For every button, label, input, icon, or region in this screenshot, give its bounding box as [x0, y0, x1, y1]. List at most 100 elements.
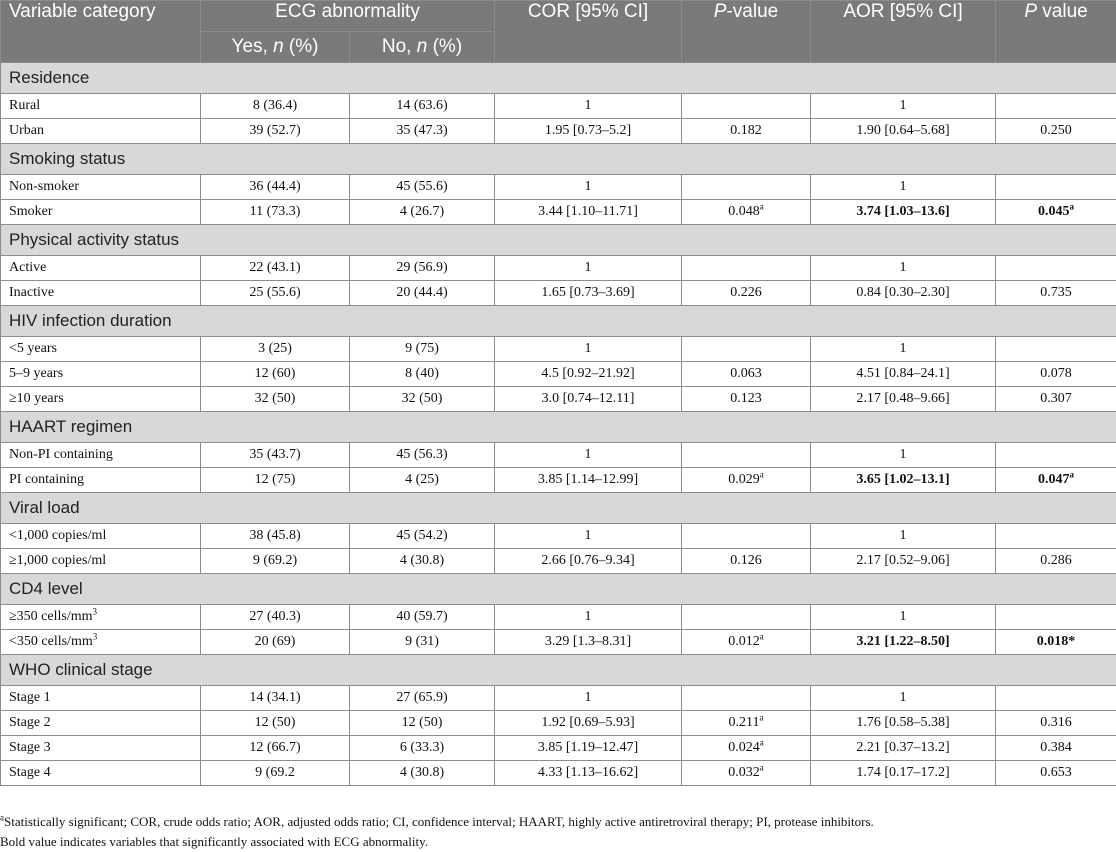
cell-label: Stage 3 — [1, 736, 201, 761]
cell-p-value-adjusted: 0.045a — [996, 200, 1116, 225]
cell-no: 35 (47.3) — [350, 119, 495, 144]
section-title: Viral load — [1, 493, 1116, 524]
cell-cor: 1 — [495, 605, 682, 630]
cell-aor: 1.74 [0.17–17.2] — [811, 761, 996, 786]
cell-no: 20 (44.4) — [350, 281, 495, 306]
cell-yes: 25 (55.6) — [201, 281, 350, 306]
cell-aor: 1 — [811, 686, 996, 711]
cell-no: 9 (75) — [350, 337, 495, 362]
header-no: No, n (%) — [350, 32, 495, 63]
cell-cor: 1 — [495, 443, 682, 468]
section-title: Smoking status — [1, 144, 1116, 175]
cell-p-value-adjusted — [996, 337, 1116, 362]
header-variable-category: Variable category — [1, 1, 201, 63]
cell-aor: 2.21 [0.37–13.2] — [811, 736, 996, 761]
cell-no: 9 (31) — [350, 630, 495, 655]
cell-p-value-adjusted — [996, 524, 1116, 549]
section-header: Viral load — [1, 493, 1116, 524]
cell-p-value-adjusted — [996, 175, 1116, 200]
cell-p-value — [682, 175, 811, 200]
section-title: Residence — [1, 63, 1116, 94]
cell-yes: 12 (50) — [201, 711, 350, 736]
cell-label: Stage 4 — [1, 761, 201, 786]
cell-cor: 1 — [495, 686, 682, 711]
cell-p-value: 0.126 — [682, 549, 811, 574]
cell-aor: 3.21 [1.22–8.50] — [811, 630, 996, 655]
header-p-value-adjusted: P value — [996, 1, 1116, 63]
section-title: CD4 level — [1, 574, 1116, 605]
cell-label: Inactive — [1, 281, 201, 306]
cell-label: ≥1,000 copies/ml — [1, 549, 201, 574]
cell-yes: 8 (36.4) — [201, 94, 350, 119]
footnote-abbreviations: aStatistically significant; COR, crude o… — [0, 812, 1116, 832]
cell-aor: 1.76 [0.58–5.38] — [811, 711, 996, 736]
cell-no: 45 (54.2) — [350, 524, 495, 549]
cell-no: 27 (65.9) — [350, 686, 495, 711]
cell-yes: 38 (45.8) — [201, 524, 350, 549]
cell-yes: 9 (69.2 — [201, 761, 350, 786]
cell-yes: 9 (69.2) — [201, 549, 350, 574]
cell-no: 40 (59.7) — [350, 605, 495, 630]
cell-yes: 12 (60) — [201, 362, 350, 387]
cell-no: 45 (56.3) — [350, 443, 495, 468]
cell-label: Rural — [1, 94, 201, 119]
cell-cor: 2.66 [0.76–9.34] — [495, 549, 682, 574]
cell-p-value-adjusted — [996, 605, 1116, 630]
cell-label: Non-smoker — [1, 175, 201, 200]
cell-p-value-adjusted: 0.250 — [996, 119, 1116, 144]
section-header: Smoking status — [1, 144, 1116, 175]
cell-no: 4 (25) — [350, 468, 495, 493]
cell-label: Non-PI containing — [1, 443, 201, 468]
cell-aor: 1 — [811, 443, 996, 468]
cell-cor: 1 — [495, 337, 682, 362]
footnote-bold: Bold value indicates variables that sign… — [0, 832, 1116, 852]
cell-yes: 35 (43.7) — [201, 443, 350, 468]
cell-label: Urban — [1, 119, 201, 144]
cell-p-value-adjusted: 0.316 — [996, 711, 1116, 736]
section-title: HAART regimen — [1, 412, 1116, 443]
cell-cor: 3.0 [0.74–12.11] — [495, 387, 682, 412]
cell-cor: 3.85 [1.14–12.99] — [495, 468, 682, 493]
cell-p-value — [682, 94, 811, 119]
cell-cor: 4.5 [0.92–21.92] — [495, 362, 682, 387]
cell-yes: 12 (66.7) — [201, 736, 350, 761]
cell-yes: 3 (25) — [201, 337, 350, 362]
cell-label: Stage 1 — [1, 686, 201, 711]
header-p-value: P-value — [682, 1, 811, 63]
section-header: HIV infection duration — [1, 306, 1116, 337]
cell-no: 45 (55.6) — [350, 175, 495, 200]
cell-aor: 1.90 [0.64–5.68] — [811, 119, 996, 144]
cell-label: ≥10 years — [1, 387, 201, 412]
cell-p-value-adjusted — [996, 443, 1116, 468]
cell-label: <5 years — [1, 337, 201, 362]
cell-cor: 3.29 [1.3–8.31] — [495, 630, 682, 655]
cell-label: 5–9 years — [1, 362, 201, 387]
cell-aor: 1 — [811, 337, 996, 362]
cell-no: 29 (56.9) — [350, 256, 495, 281]
cell-no: 14 (63.6) — [350, 94, 495, 119]
cell-p-value-adjusted — [996, 686, 1116, 711]
cell-p-value: 0.032a — [682, 761, 811, 786]
cell-label: Stage 2 — [1, 711, 201, 736]
cell-label: Smoker — [1, 200, 201, 225]
cell-p-value-adjusted: 0.286 — [996, 549, 1116, 574]
cell-p-value-adjusted: 0.384 — [996, 736, 1116, 761]
cell-p-value-adjusted: 0.307 — [996, 387, 1116, 412]
cell-p-value: 0.226 — [682, 281, 811, 306]
header-cor: COR [95% CI] — [495, 1, 682, 63]
